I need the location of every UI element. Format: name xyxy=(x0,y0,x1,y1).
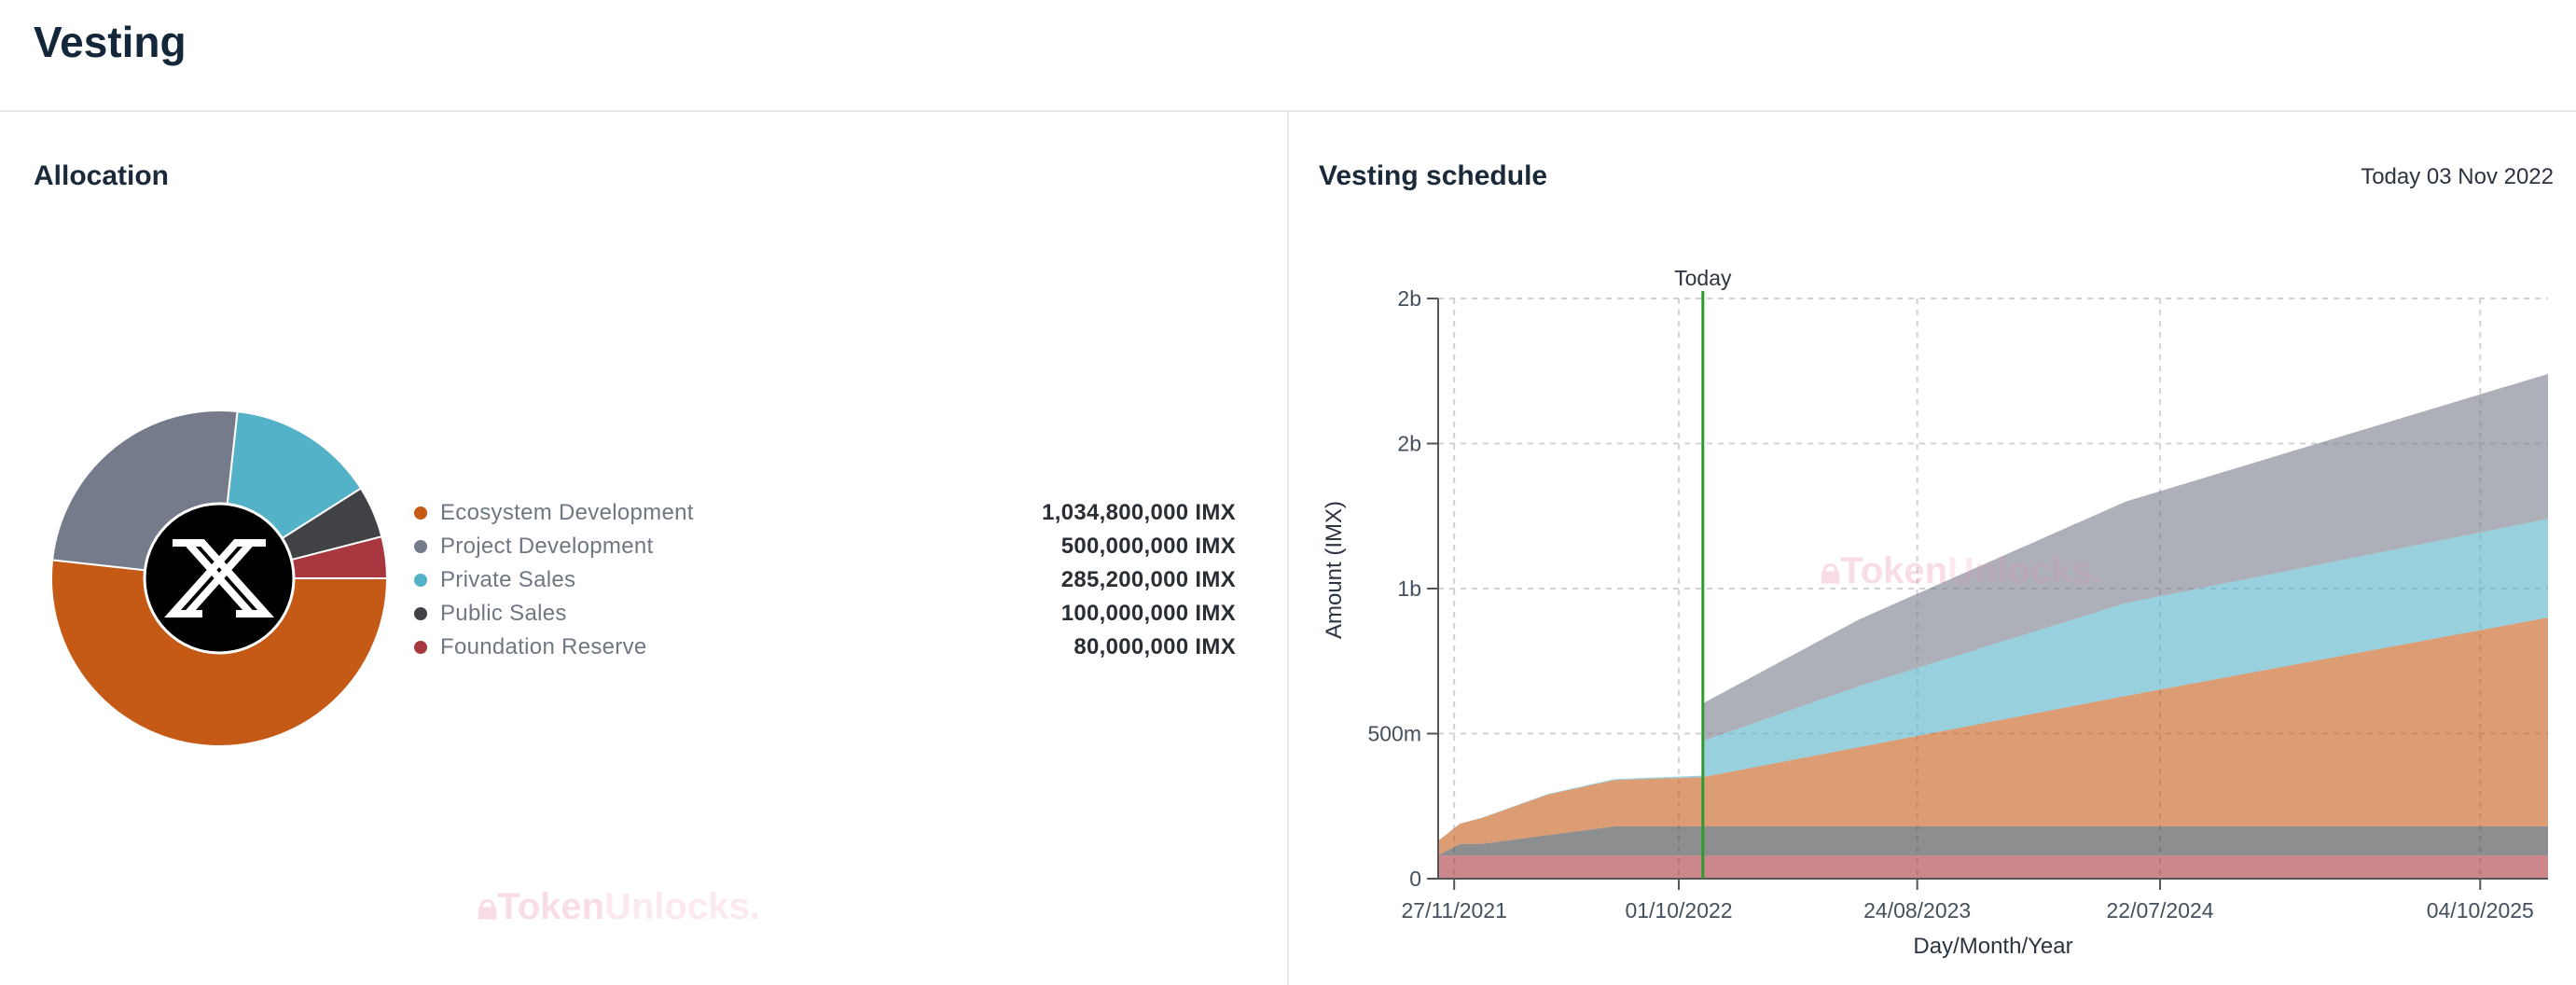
x-tick-label: 01/10/2022 xyxy=(1625,898,1732,923)
legend-label: Project Development xyxy=(440,534,654,559)
allocation-pie-chart xyxy=(50,409,389,747)
x-tick-label: 27/11/2021 xyxy=(1401,898,1506,923)
area-series-public-sales[interactable] xyxy=(1438,826,2548,856)
x-tick-label: 22/07/2024 xyxy=(2106,898,2213,923)
watermark-part1: Token xyxy=(1840,550,1948,591)
legend-value: 1,034,800,000 IMX xyxy=(1042,500,1236,525)
today-date-label: Today 03 Nov 2022 xyxy=(2361,164,2554,189)
legend-item[interactable]: Private Sales 285,200,000 IMX xyxy=(410,563,1236,597)
page-title: Vesting xyxy=(34,18,187,66)
tokenunlocks-watermark: 🔒︎TokenUnlocks. xyxy=(1821,550,2103,592)
legend-label: Ecosystem Development xyxy=(440,500,694,525)
area-series-ecosystem-development[interactable] xyxy=(1438,617,2548,856)
vesting-schedule-chart: Today 0 500m 1b 2b 2b 27/11/2021 01/10/2022 24/… xyxy=(1322,266,2548,959)
today-marker-label: Today xyxy=(1674,266,1732,290)
legend-label: Public Sales xyxy=(440,601,567,626)
area-series-foundation-reserve[interactable] xyxy=(1438,855,2548,879)
watermark-part2: Unlocks. xyxy=(604,886,760,927)
legend-dot xyxy=(414,540,427,553)
schedule-title: Vesting schedule xyxy=(1319,160,1548,191)
legend-label: Private Sales xyxy=(440,567,576,592)
legend-item[interactable]: Project Development 500,000,000 IMX xyxy=(410,530,1236,563)
legend-value: 80,000,000 IMX xyxy=(1073,634,1236,659)
allocation-legend: Ecosystem Development 1,034,800,000 IMX … xyxy=(410,496,1236,664)
area-series-project-development[interactable] xyxy=(1438,373,2548,841)
legend-value: 100,000,000 IMX xyxy=(1060,601,1236,626)
header-divider xyxy=(0,110,2576,112)
lock-icon: 🔒︎ xyxy=(478,886,498,927)
legend-value: 285,200,000 IMX xyxy=(1060,567,1236,592)
x-tick-label: 04/10/2025 xyxy=(2427,898,2534,923)
lock-icon: 🔒︎ xyxy=(1821,550,1841,591)
legend-item[interactable]: Foundation Reserve 80,000,000 IMX xyxy=(410,631,1236,664)
y-tick-label: 0 xyxy=(1409,867,1421,891)
allocation-title: Allocation xyxy=(34,160,170,191)
legend-item[interactable]: Ecosystem Development 1,034,800,000 IMX xyxy=(410,496,1236,530)
y-tick-label: 2b xyxy=(1397,286,1421,311)
legend-label: Foundation Reserve xyxy=(440,634,647,659)
area-series-private-sales[interactable] xyxy=(1438,519,2548,841)
tokenunlocks-watermark: 🔒︎TokenUnlocks. xyxy=(478,886,760,928)
y-tick-label: 2b xyxy=(1397,432,1421,456)
immutable-x-logo-icon xyxy=(164,539,274,617)
legend-item[interactable]: Public Sales 100,000,000 IMX xyxy=(410,597,1236,631)
x-axis-title: Day/Month/Year xyxy=(1913,934,2072,959)
legend-dot xyxy=(414,607,427,620)
watermark-part1: Token xyxy=(497,886,605,927)
y-axis-title: Amount (IMX) xyxy=(1322,501,1347,639)
y-tick-label: 500m xyxy=(1367,722,1421,746)
panel-divider xyxy=(1287,112,1289,985)
legend-dot xyxy=(414,641,427,654)
legend-dot xyxy=(414,574,427,587)
watermark-part2: Unlocks. xyxy=(1947,550,2103,591)
legend-value: 500,000,000 IMX xyxy=(1060,534,1236,559)
legend-dot xyxy=(414,506,427,520)
y-tick-label: 1b xyxy=(1397,576,1421,601)
x-tick-label: 24/08/2023 xyxy=(1863,898,1971,923)
